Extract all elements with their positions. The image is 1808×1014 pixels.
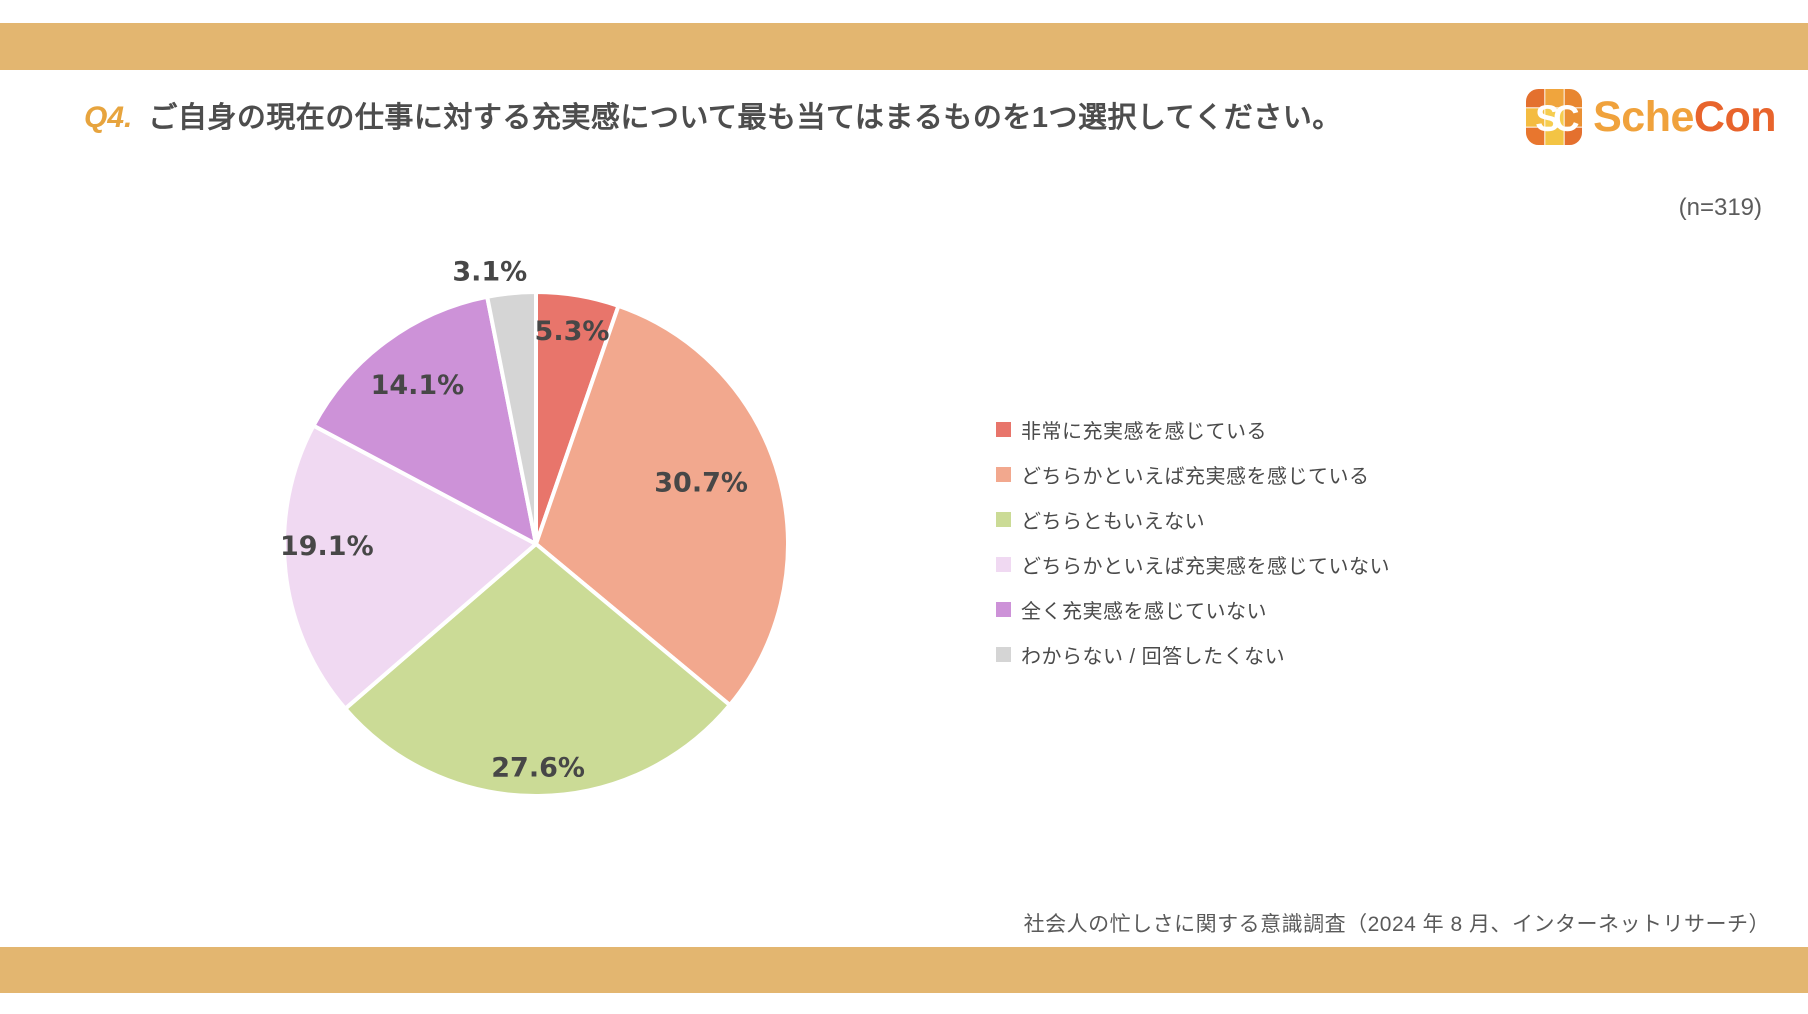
legend-item: 非常に充実感を感じている (996, 407, 1390, 452)
source-note: 社会人の忙しさに関する意識調査（2024 年 8 月、インターネットリサーチ） (1023, 913, 1770, 936)
legend-swatch (996, 602, 1011, 617)
legend-item: どちらかといえば充実感を感じていない (996, 542, 1390, 587)
legend-swatch (996, 557, 1011, 572)
legend-label: どちらともいえない (1021, 511, 1206, 533)
legend-item: どちらともいえない (996, 497, 1390, 542)
legend-label: 非常に充実感を感じている (1021, 421, 1267, 443)
legend-label: どちらかといえば充実感を感じていない (1021, 556, 1390, 578)
logo-wordmark-con: Con (1693, 92, 1777, 141)
top-accent-bar (0, 23, 1808, 70)
sample-size-label: (n=319) (1678, 194, 1762, 221)
legend-swatch (996, 512, 1011, 527)
pie-slice-6 (485, 290, 538, 546)
pie-chart: 5.3% 30.7% 27.6% 19.1% 14.1% 3.1% (280, 256, 790, 798)
legend-label: わからない / 回答したくない (1021, 646, 1286, 668)
schecon-logo: SC ScheCon (1525, 88, 1777, 146)
legend-swatch (996, 467, 1011, 482)
pie-slice-3 (343, 542, 732, 798)
schecon-logo-icon: SC (1526, 88, 1583, 146)
slice-value-label: 3.1% (452, 256, 527, 287)
legend-label: どちらかといえば充実感を感じている (1021, 466, 1370, 488)
legend-item: どちらかといえば充実感を感じている (996, 452, 1390, 497)
slice-value-label: 5.3% (535, 316, 610, 347)
legend-label: 全く充実感を感じていない (1021, 601, 1267, 623)
logo-wordmark-sche: Sche (1593, 92, 1694, 141)
legend-swatch (996, 647, 1011, 662)
logo-wordmark: ScheCon (1593, 93, 1776, 142)
chart-legend: 非常に充実感を感じているどちらかといえば充実感を感じている どちらともいえないどち… (996, 407, 1390, 677)
logo-icon-letters: SC (1535, 98, 1579, 139)
legend-swatch (996, 422, 1011, 437)
bottom-accent-bar (0, 947, 1808, 993)
slice-value-label: 19.1% (280, 531, 374, 562)
logo-tile-grid (1526, 88, 1583, 146)
question-header: Q4. ご自身の現在の仕事に対する充実感について最も当てはまるものを1つ選択して… (84, 94, 1342, 136)
slice-value-label: 30.7% (654, 468, 748, 499)
legend-item: 全く充実感を感じていない (996, 587, 1390, 632)
legend-item: わからない / 回答したくない (996, 632, 1390, 677)
pie-slice-2 (534, 303, 790, 708)
slice-value-label: 27.6% (491, 753, 585, 784)
pie-slice-4 (282, 423, 538, 711)
pie-slice-5 (311, 294, 538, 546)
slice-value-label: 14.1% (371, 370, 465, 401)
page-title: ご自身の現在の仕事に対する充実感について最も当てはまるものを1つ選択してください… (148, 102, 1342, 134)
question-number: Q4. (84, 101, 133, 134)
